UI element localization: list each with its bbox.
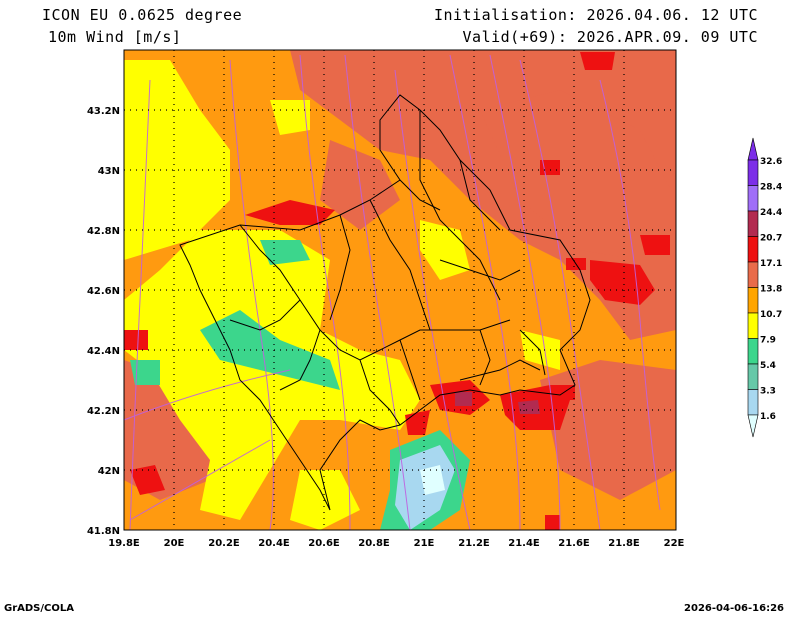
legend-color-box bbox=[747, 363, 759, 390]
lat-tick-label: 43N bbox=[98, 166, 120, 177]
legend-value-label: 24.4 bbox=[760, 208, 782, 218]
legend-value-label: 32.6 bbox=[760, 157, 782, 167]
legend-color-box bbox=[747, 210, 759, 237]
lon-tick-label: 20.2E bbox=[208, 538, 240, 549]
legend-value-label: 28.4 bbox=[760, 183, 782, 193]
wind-speed-legend: 32.6 28.4 24.4 20.7 17.1 13.8 10.7 7.9 5.4 3.3 1.6 bbox=[747, 137, 782, 438]
lon-tick-label: 21E bbox=[414, 538, 435, 549]
lon-tick-label: 22E bbox=[664, 538, 685, 549]
legend-color-box bbox=[747, 312, 759, 339]
legend-max-arrow bbox=[747, 137, 759, 161]
lon-tick-label: 19.8E bbox=[108, 538, 140, 549]
legend-value-label: 7.9 bbox=[760, 336, 776, 346]
legend-value-label: 17.1 bbox=[760, 259, 782, 269]
lon-tick-label: 20E bbox=[164, 538, 185, 549]
lat-tick-label: 42.6N bbox=[87, 286, 120, 297]
model-title: ICON EU 0.0625 degree bbox=[42, 6, 243, 24]
legend-value-label: 10.7 bbox=[760, 310, 782, 320]
lat-tick-label: 42.4N bbox=[87, 346, 120, 357]
lat-tick-label: 41.8N bbox=[87, 526, 120, 537]
longitude-labels: 19.8E 20E 20.2E 20.4E 20.6E 20.8E 21E 21.2E 21.4… bbox=[108, 538, 684, 549]
legend-color-box bbox=[747, 236, 759, 263]
legend-color-box bbox=[747, 287, 759, 314]
lat-tick-label: 42.2N bbox=[87, 406, 120, 417]
lon-tick-label: 21.4E bbox=[508, 538, 540, 549]
lat-tick-label: 43.2N bbox=[87, 106, 120, 117]
plot-frame bbox=[123, 49, 677, 531]
legend-color-box bbox=[747, 338, 759, 365]
legend-min-arrow bbox=[747, 414, 759, 438]
legend-value-label: 3.3 bbox=[760, 387, 776, 397]
legend-value-label: 1.6 bbox=[760, 412, 776, 422]
legend-color-box bbox=[747, 185, 759, 212]
lat-tick-label: 42.8N bbox=[87, 226, 120, 237]
footer-timestamp: 2026-04-06-16:26 bbox=[684, 603, 784, 614]
legend-value-label: 5.4 bbox=[760, 361, 776, 371]
wind-speed-field bbox=[124, 50, 676, 530]
legend-color-box bbox=[747, 389, 759, 416]
legend-color-box bbox=[747, 159, 759, 186]
legend-value-label: 20.7 bbox=[760, 234, 782, 244]
lon-tick-label: 20.6E bbox=[308, 538, 340, 549]
init-time: Initialisation: 2026.04.06. 12 UTC bbox=[433, 6, 758, 24]
footer-software: GrADS/COLA bbox=[4, 603, 74, 614]
lon-tick-label: 21.6E bbox=[558, 538, 590, 549]
lon-tick-label: 20.4E bbox=[258, 538, 290, 549]
valid-time: Valid(+69): 2026.APR.09. 09 UTC bbox=[462, 28, 758, 46]
variable-title: 10m Wind [m/s] bbox=[48, 28, 182, 46]
lat-tick-label: 42N bbox=[98, 466, 120, 477]
lon-tick-label: 21.8E bbox=[608, 538, 640, 549]
lon-tick-label: 20.8E bbox=[358, 538, 390, 549]
latitude-labels: 41.8N 42N 42.2N 42.4N 42.6N 42.8N 43N 43.2N bbox=[87, 106, 120, 537]
legend-value-label: 13.8 bbox=[760, 285, 782, 295]
legend-color-box bbox=[747, 261, 759, 288]
lon-tick-label: 21.2E bbox=[458, 538, 490, 549]
